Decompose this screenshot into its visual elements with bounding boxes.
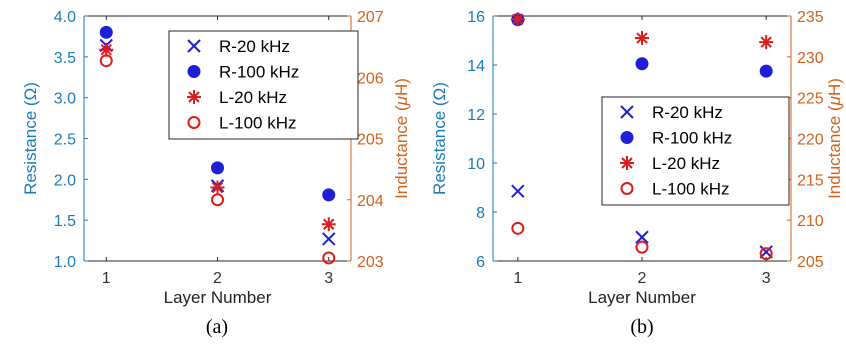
y-right-axis-title-prefix: Inductance ( [825,105,844,199]
y-right-tick-label: 235 [797,9,824,26]
series-l-20-khz [99,42,336,232]
y-right-tick-label: 206 [357,70,384,87]
y-right-tick-label: 205 [357,132,384,149]
legend-marker [620,182,634,195]
y-left-tick-label: 4.0 [54,9,76,26]
y-left-tick-label: 12 [467,107,485,124]
legend-label: R-20 kHz [652,103,723,122]
data-point [99,25,113,39]
legend-marker [187,65,201,78]
legend: R-20 kHz R-100 kHz L-20 kHz L-100 kHz [601,96,790,206]
series-r-100-khz [99,25,336,202]
legend-label: R-100 kHz [652,129,732,148]
x-axis-title: Layer Number [164,288,272,307]
data-point [322,232,336,246]
legend-label: L-20 kHz [219,88,287,107]
legend-box [168,30,359,140]
y-right-tick-label: 207 [357,9,384,26]
legend-marker [187,116,201,129]
y-right-tick-label: 203 [357,254,384,271]
chart-panel-b: 1 2 36810121416205210215220225230235Resist… [430,9,844,338]
y-left-tick-label: 3.0 [54,91,76,108]
legend-marker [187,90,201,104]
data-point [759,247,773,261]
series-l-100-khz [511,221,773,261]
y-right-tick-label: 204 [357,193,384,210]
data-point [635,230,649,244]
x-tick-label: 3 [324,270,333,287]
y-right-axis-title-suffix: H) [825,78,844,96]
series-l-100-khz [99,54,336,265]
chart-panel-a: 1 2 3 1.0 1.5 2.0 2.5 3.0 3.5 4.0 203 204 205 206 207 R… [21,9,411,338]
legend-label: R-100 kHz [219,63,299,82]
x-tick-label: 2 [213,270,222,287]
y-left-tick-label: 6 [476,254,485,271]
y-left-tick-label: 3.5 [54,50,76,67]
data-point [211,193,224,207]
y-left-axis-title: Resistance (Ω) [430,82,449,195]
data-point [322,188,336,202]
legend-label: L-20 kHz [652,154,720,173]
y-right-axis-title-suffix: H) [392,78,411,96]
data-point [211,161,224,175]
data-point [759,35,774,50]
y-left-tick-label: 16 [467,9,485,26]
y-left-tick-label: 8 [476,205,485,222]
y-left-tick-label: 14 [467,58,485,75]
y-right-tick-label: 210 [797,213,824,230]
y-left-tick-label: 1.5 [54,213,76,230]
y-left-tick-label: 1.0 [54,254,76,271]
x-tick-label: 1 [102,270,111,287]
data-point [635,57,649,71]
y-right-axis-title: Inductance (μH) [392,78,411,199]
data-point [759,64,773,78]
y-right-axis-title-mu: μ [392,95,411,106]
x-tick-label: 2 [638,270,647,287]
x-tick-label: 1 [513,270,522,287]
legend-marker [620,105,634,119]
y-right-tick-label: 225 [797,91,824,108]
y-left-tick-label: 10 [467,156,485,173]
y-right-tick-label: 230 [797,50,824,67]
legend-label: L-100 kHz [652,180,729,199]
legend-marker [620,131,634,144]
y-right-axis-title: Inductance (μH) [825,78,844,199]
data-point [635,240,649,254]
panel-caption: (a) [206,316,228,338]
y-right-axis-title-mu: μ [825,95,844,106]
data-point [321,217,336,232]
x-axis-title: Layer Number [588,288,696,307]
data-point [99,54,113,68]
y-right-axis-title-prefix: Inductance ( [392,105,411,199]
legend: R-20 kHz R-100 kHz L-20 kHz L-100 kHz [168,30,359,140]
y-left-tick-label: 2.0 [54,172,76,189]
series-l-20-khz [510,12,774,50]
y-right-tick-label: 215 [797,172,824,189]
data-point [510,12,525,27]
y-left-axis-title: Resistance (Ω) [21,82,40,195]
data-point [99,42,114,57]
y-left-tick-label: 2.5 [54,132,76,149]
legend-marker [187,39,201,53]
data-point [511,221,525,235]
data-point [210,180,225,195]
data-point [635,31,649,46]
data-point [322,251,336,265]
y-right-tick-label: 220 [797,132,824,149]
legend-label: R-20 kHz [219,37,290,56]
panel-caption: (b) [630,316,653,338]
legend-marker [620,156,634,170]
data-point [511,184,525,198]
x-tick-label: 3 [762,270,771,287]
y-right-tick-label: 205 [797,254,824,271]
legend-label: L-100 kHz [219,114,296,133]
